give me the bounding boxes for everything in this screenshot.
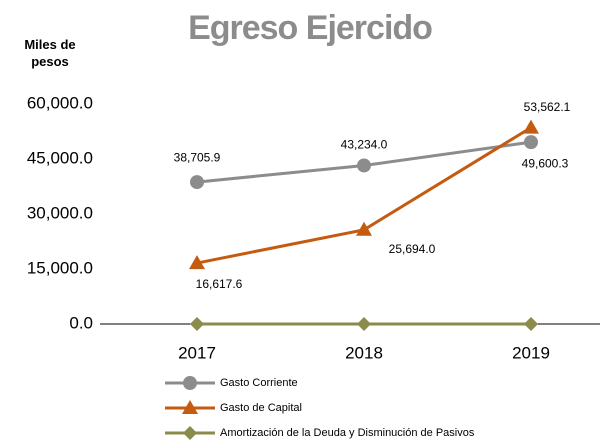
marker	[523, 119, 539, 134]
marker	[190, 317, 204, 331]
marker	[183, 376, 197, 390]
y-label-box: Miles de pesos	[24, 37, 76, 69]
data-label: 49,600.3	[522, 156, 569, 170]
data-label: 53,562.1	[524, 100, 571, 114]
marker	[524, 135, 538, 150]
x-tick-label: 2018	[345, 343, 383, 362]
legend-label: Gasto de Capital	[220, 402, 302, 414]
marker	[182, 400, 198, 414]
x-tick-label: 2017	[178, 343, 216, 362]
marker	[190, 175, 204, 190]
marker	[183, 426, 197, 440]
y-tick-label: 15,000.0	[27, 258, 93, 277]
chart-title: Egreso Ejercido	[188, 9, 432, 47]
data-label: 43,234.0	[341, 138, 388, 152]
y-tick-label: 60,000.0	[27, 93, 93, 112]
y-tick-label: 45,000.0	[27, 148, 93, 167]
marker	[189, 255, 205, 270]
x-tick-label: 2019	[512, 343, 550, 362]
legend-label: Gasto Corriente	[220, 377, 298, 389]
data-label: 16,617.6	[196, 277, 243, 291]
legend-label: Amortización de la Deuda y Disminución d…	[220, 427, 475, 439]
data-label: 25,694.0	[389, 242, 436, 256]
marker	[524, 317, 538, 331]
y-axis-label: Miles de pesos	[24, 37, 76, 69]
y-tick-label: 0.0	[69, 313, 93, 332]
marker	[357, 158, 371, 173]
data-label: 38,705.9	[174, 150, 221, 164]
marker	[356, 221, 372, 236]
y-tick-label: 30,000.0	[27, 203, 93, 222]
marker	[357, 317, 371, 331]
